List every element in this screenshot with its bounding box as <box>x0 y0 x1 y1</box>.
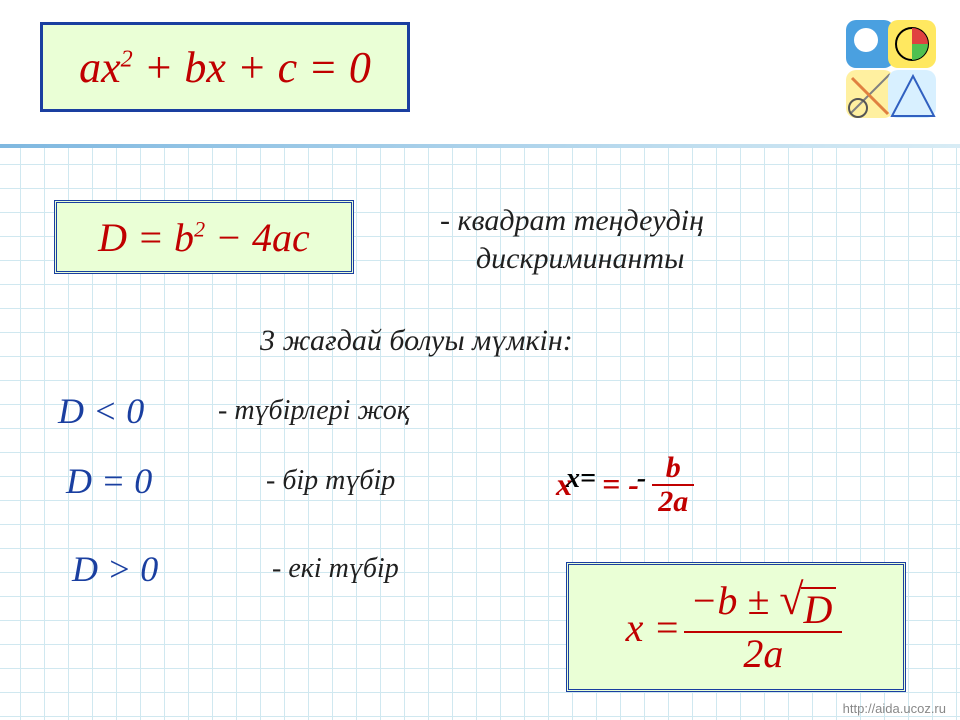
case-label: - түбірлері жоқ <box>218 395 410 427</box>
discriminant-description: - квадрат теңдеудің дискриминанты <box>440 202 860 277</box>
single-root-formula: x x= = - - b 2a <box>556 452 698 517</box>
case-row-zero: D = 0 - бір түбір <box>66 460 395 502</box>
footer-url: http://aida.ucoz.ru <box>843 701 946 716</box>
case-cond: D = 0 <box>66 460 216 502</box>
quadratic-equation-box: ax2 + bx + c = 0 <box>40 22 410 112</box>
case-row-pos: D > 0 - екі түбір <box>72 548 399 590</box>
case-row-neg: D < 0 - түбірлері жоқ <box>58 390 410 432</box>
case-cond: D > 0 <box>72 548 222 590</box>
discriminant-formula: D = b2 − 4ac <box>98 214 310 261</box>
quadratic-equation: ax2 + bx + c = 0 <box>79 42 371 93</box>
cases-title: 3 жағдай болуы мүмкін: <box>260 324 573 358</box>
roots-formula-box: x = −b ± √D 2a <box>566 562 906 692</box>
fraction-icon: b 2a <box>652 452 694 517</box>
header-decor-icon <box>836 14 946 124</box>
discriminant-box: D = b2 − 4ac <box>54 200 354 274</box>
case-cond: D < 0 <box>58 390 208 432</box>
roots-formula: x = −b ± √D 2a <box>626 580 847 675</box>
case-label: - бір түбір <box>266 465 395 497</box>
case-label: - екі түбір <box>272 553 399 585</box>
sqrt-icon: √D <box>779 587 836 631</box>
fraction-icon: −b ± √D 2a <box>684 580 842 675</box>
